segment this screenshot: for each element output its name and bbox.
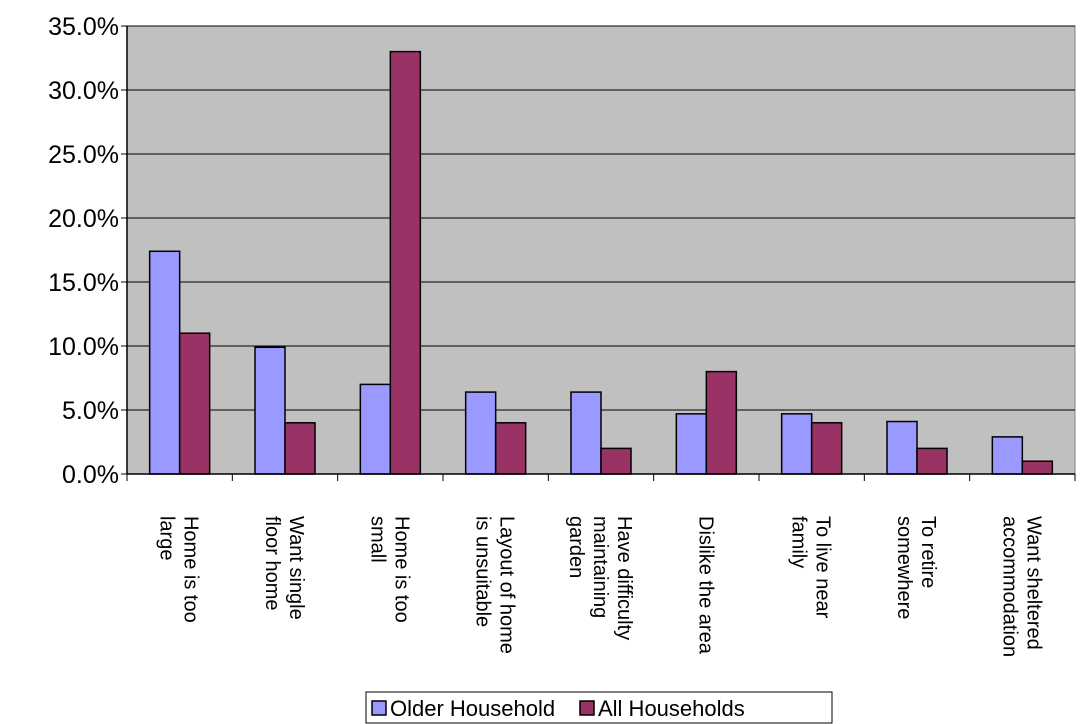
x-category-label-line: floor home: [261, 516, 283, 611]
bar-all-households: [284, 422, 316, 475]
y-tick-label: 5.0%: [62, 397, 119, 425]
x-category-label-line: is unsuitable: [472, 516, 494, 627]
x-category-label-line: Want sheltered: [1022, 516, 1044, 650]
bar-older-household: [780, 413, 813, 475]
bar-older-household: [464, 391, 497, 475]
legend-label-older-household: Older Household: [390, 696, 555, 721]
x-category-label-line: small: [366, 516, 388, 563]
x-category-label-line: Home is too: [180, 516, 202, 623]
bar-older-household: [570, 391, 602, 475]
bar-older-household: [886, 420, 918, 475]
x-category-label-line: accommodation: [998, 516, 1020, 657]
bar-older-household: [148, 250, 181, 475]
bar-all-households: [1021, 460, 1054, 475]
legend-box: [365, 691, 833, 724]
x-category-label-line: garden: [565, 516, 587, 578]
legend-swatch-all-households: [579, 700, 595, 716]
x-category-label: Dislike the area: [694, 516, 716, 655]
x-category-label-line: somewhere: [893, 516, 915, 619]
bar-all-households: [600, 447, 632, 475]
axes: [121, 25, 1076, 481]
x-category-label-line: Layout of home: [496, 516, 518, 654]
bar-all-households: [705, 370, 738, 475]
bar-older-household: [359, 383, 392, 475]
x-category-label-line: large: [156, 516, 178, 560]
x-category-label-line: Home is too: [390, 516, 412, 623]
y-tick-label: 0.0%: [62, 461, 119, 489]
bar-older-household: [675, 413, 708, 475]
bar-older-household: [991, 436, 1024, 475]
x-category-label-line: To retire: [917, 516, 939, 588]
bar-all-households: [810, 422, 843, 475]
legend-label-all-households: All Households: [598, 696, 745, 721]
y-tick-label: 20.0%: [48, 205, 119, 233]
y-tick-label: 30.0%: [48, 77, 119, 105]
x-category-label-line: maintaining: [589, 516, 611, 618]
y-tick-label: 15.0%: [48, 269, 119, 297]
bars: [148, 50, 1054, 475]
legend-swatch-older-household: [371, 700, 387, 716]
x-category-label-line: Want single: [285, 516, 307, 620]
bar-all-households: [389, 50, 422, 475]
y-tick-label: 35.0%: [48, 13, 119, 41]
bar-all-households: [494, 422, 527, 475]
y-tick-label: 10.0%: [48, 333, 119, 361]
bar-older-household: [254, 346, 286, 475]
y-tick-label: 25.0%: [48, 141, 119, 169]
x-category-label-line: Dislike the area: [694, 516, 716, 655]
x-category-label-line: To live near: [812, 516, 834, 619]
legend: Older Household All Households: [365, 691, 833, 724]
bar-all-households: [178, 332, 211, 475]
x-category-label-line: Have difficulty: [613, 516, 635, 640]
x-category-label-line: family: [788, 516, 810, 568]
bar-all-households: [916, 447, 948, 475]
y-tick-labels: 0.0% 5.0% 10.0% 15.0% 20.0% 25.0% 30.0% 35.0%: [48, 13, 119, 489]
